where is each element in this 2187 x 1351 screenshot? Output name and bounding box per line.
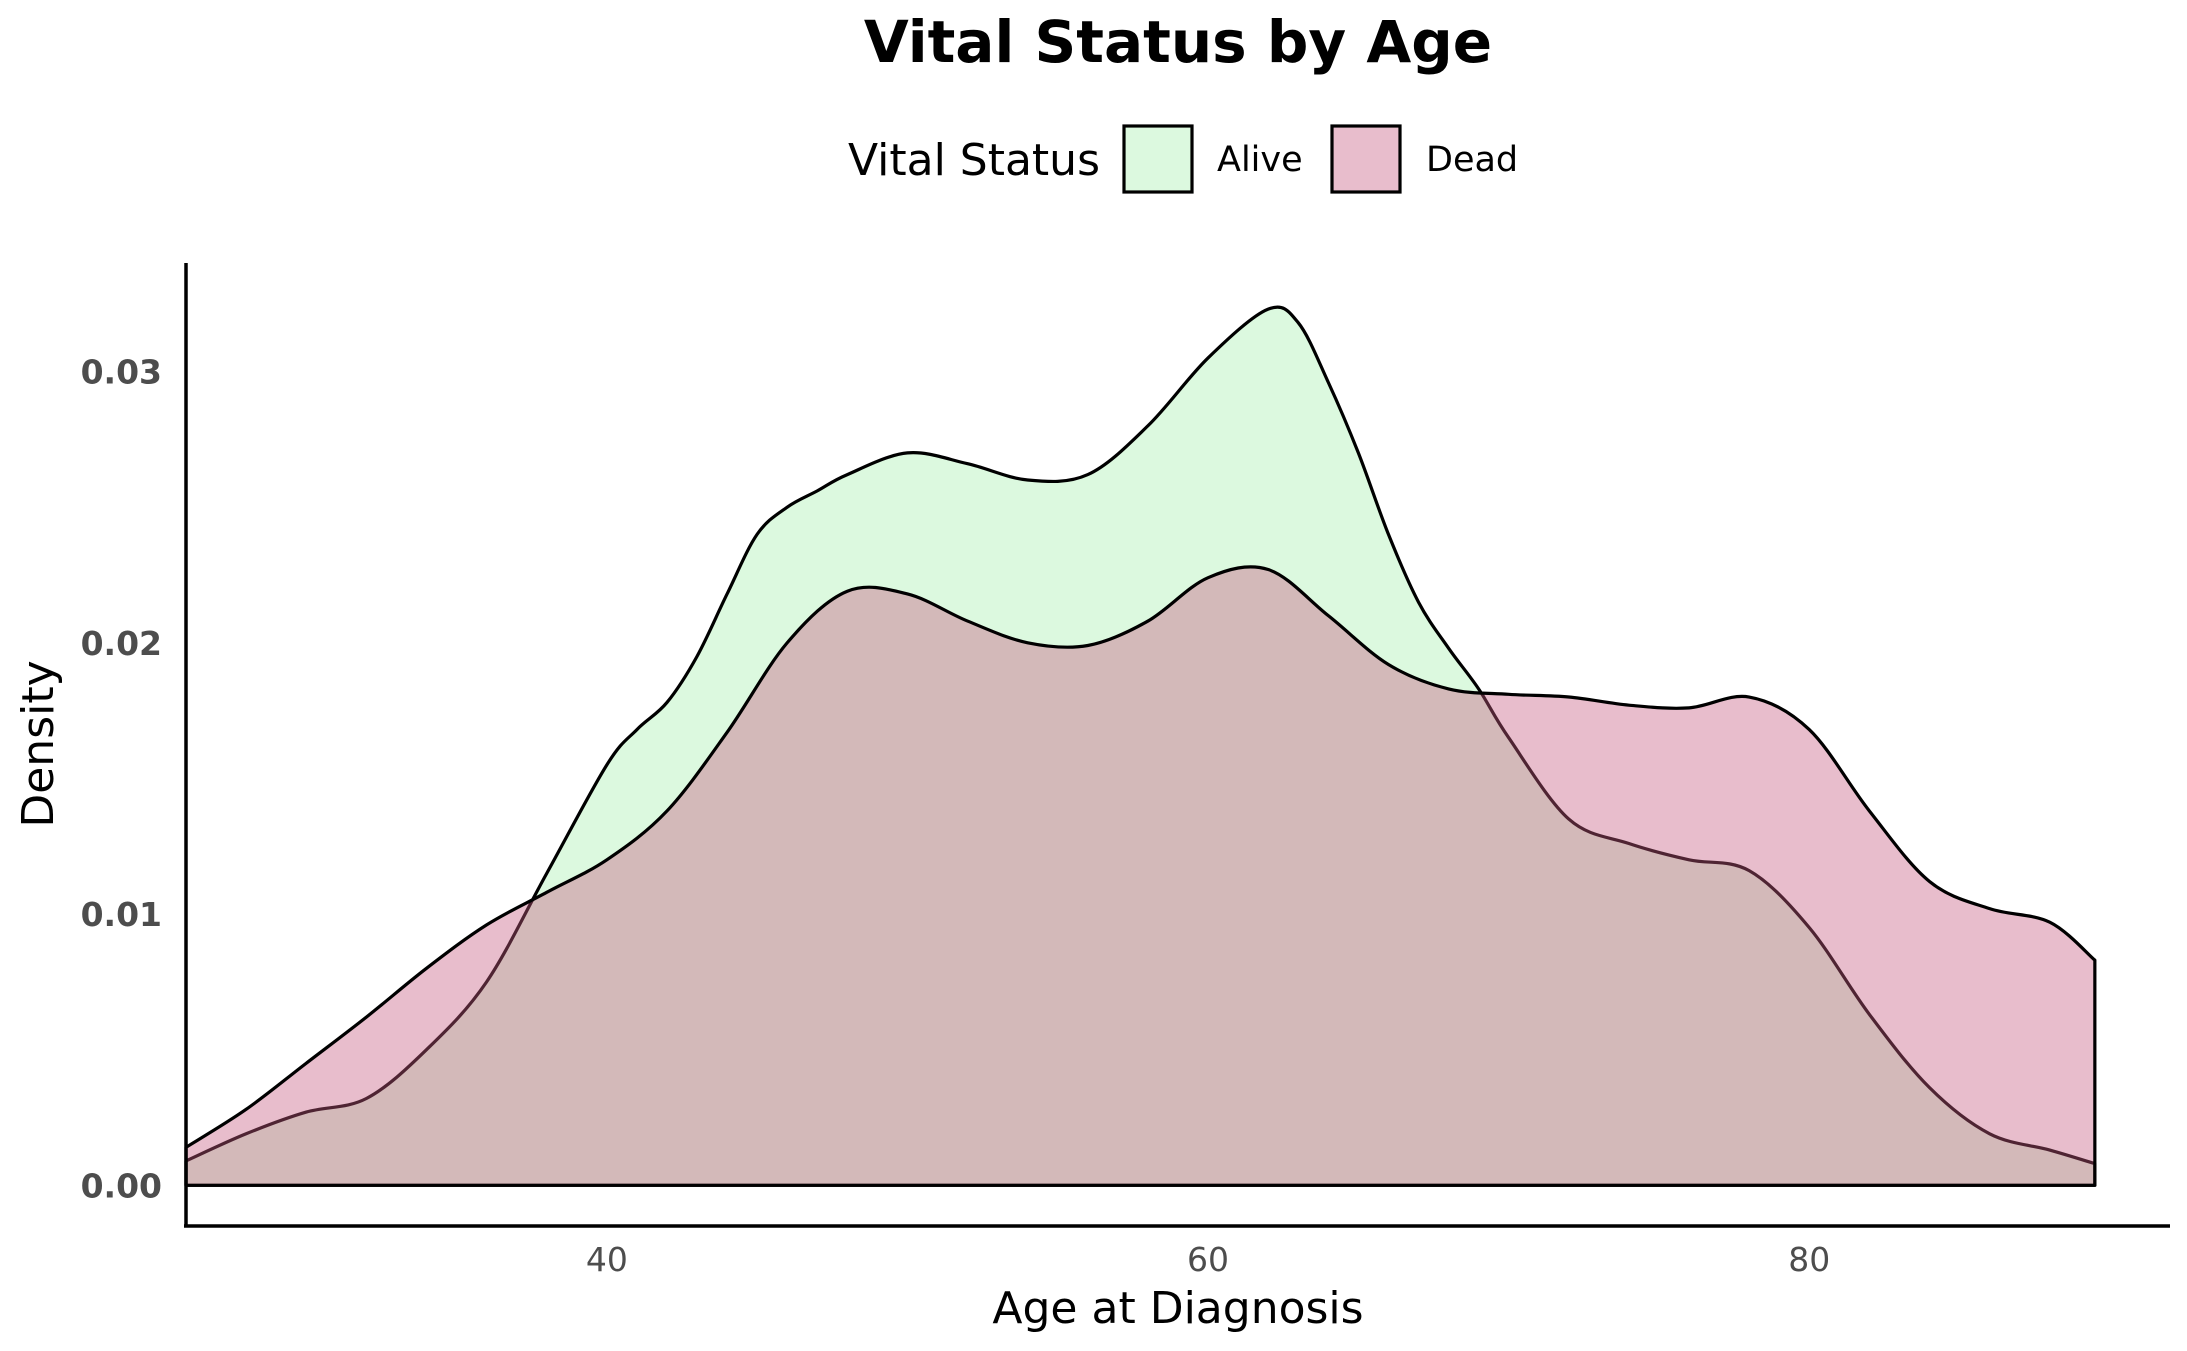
y-tick-label: 0.00: [81, 1166, 162, 1205]
density-areas: [184, 305, 2097, 1187]
legend-label-dead: Dead: [1426, 140, 1518, 180]
legend: Vital Status Alive Dead: [848, 124, 1518, 194]
y-tick-label: 0.03: [81, 353, 162, 392]
legend-key-dead: [1330, 124, 1402, 194]
legend-title: Vital Status: [848, 135, 1100, 186]
x-axis-ticks: 40 60 80: [586, 1240, 1830, 1279]
x-tick-label: 40: [586, 1240, 628, 1279]
y-tick-label: 0.02: [81, 624, 162, 663]
density-area-alive: [184, 305, 2097, 1187]
density-area-dead: [184, 565, 2097, 1187]
chart-title: Vital Status by Age: [864, 8, 1492, 76]
x-tick-label: 80: [1788, 1240, 1830, 1279]
y-tick-label: 0.01: [81, 895, 162, 934]
y-axis-ticks: 0.00 0.01 0.02 0.03: [81, 353, 162, 1206]
x-axis-label: Age at Diagnosis: [992, 1283, 1363, 1334]
legend-key-alive: [1122, 124, 1194, 194]
y-axis-label: Density: [13, 660, 64, 827]
legend-label-alive: Alive: [1217, 140, 1303, 180]
x-tick-label: 60: [1187, 1240, 1229, 1279]
